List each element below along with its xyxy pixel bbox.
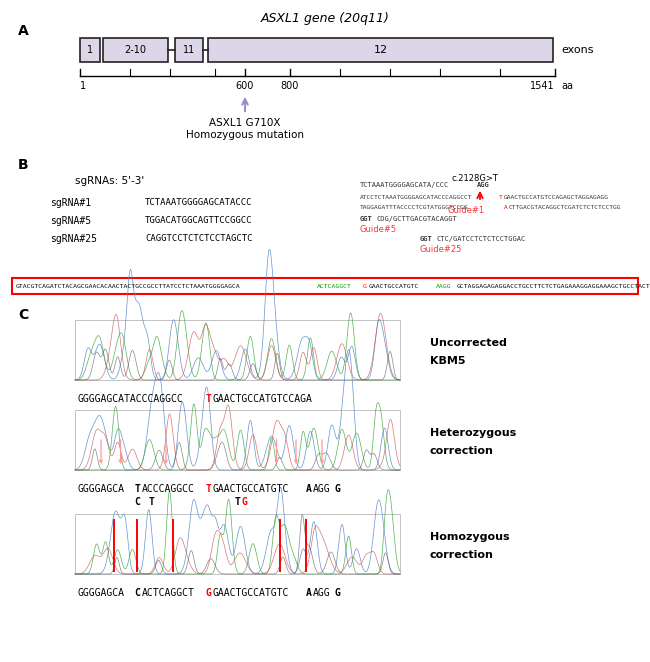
Text: 11: 11 bbox=[183, 45, 195, 55]
Text: Uncorrected: Uncorrected bbox=[430, 338, 507, 348]
Text: T: T bbox=[205, 394, 212, 404]
Text: GAACTGCCATGTC: GAACTGCCATGTC bbox=[369, 283, 419, 289]
Text: 1: 1 bbox=[80, 81, 86, 91]
Text: T: T bbox=[134, 484, 140, 494]
Text: correction: correction bbox=[430, 446, 494, 456]
Text: AGG: AGG bbox=[313, 484, 331, 494]
Text: correction: correction bbox=[430, 550, 494, 560]
Text: 2-10: 2-10 bbox=[125, 45, 146, 55]
Text: GGGGAGCATACCCAGGCC: GGGGAGCATACCCAGGCC bbox=[77, 394, 183, 404]
Text: G: G bbox=[205, 588, 211, 598]
Text: Guide#1: Guide#1 bbox=[448, 206, 485, 215]
Text: A: A bbox=[306, 588, 312, 598]
Text: 800: 800 bbox=[281, 81, 299, 91]
Text: AGG: AGG bbox=[476, 182, 489, 188]
FancyBboxPatch shape bbox=[175, 38, 203, 62]
Text: G: G bbox=[334, 484, 341, 494]
Text: T: T bbox=[499, 195, 502, 200]
Text: T: T bbox=[205, 484, 211, 494]
Text: TCTAAATGGGGAGCATA/CCC: TCTAAATGGGGAGCATA/CCC bbox=[360, 182, 449, 188]
Text: exons: exons bbox=[561, 45, 593, 55]
FancyBboxPatch shape bbox=[208, 38, 553, 62]
Text: 1: 1 bbox=[87, 45, 93, 55]
Text: T: T bbox=[234, 497, 240, 507]
Text: TAGGAGATTTACCCCTCGTATGGGTCCGG: TAGGAGATTTACCCCTCGTATGGGTCCGG bbox=[360, 205, 469, 210]
Text: G: G bbox=[363, 283, 367, 289]
Text: COG/GCTTGACGTACAGGT: COG/GCTTGACGTACAGGT bbox=[376, 216, 458, 222]
Bar bbox=[75, 514, 400, 574]
Text: A: A bbox=[18, 24, 29, 38]
Text: TGGACATGGCAGTTCCGGCC: TGGACATGGCAGTTCCGGCC bbox=[145, 216, 252, 225]
Text: Homozygous: Homozygous bbox=[430, 532, 510, 542]
Text: GCTAGGAGAGAGGACCTGCCTTCTCTGAGAAAGGAGGAAAGCTGCCTACTACAG: GCTAGGAGAGAGGACCTGCCTTCTCTGAGAAAGGAGGAAA… bbox=[456, 283, 650, 289]
Text: B: B bbox=[18, 158, 29, 172]
Bar bbox=[75, 410, 400, 470]
Text: sgRNA#1: sgRNA#1 bbox=[50, 198, 91, 208]
Text: T: T bbox=[148, 497, 155, 507]
Text: Guide#5: Guide#5 bbox=[360, 225, 397, 234]
Text: c.2128G>T: c.2128G>T bbox=[452, 174, 499, 183]
Text: GAACTGCCATGTCCAGA: GAACTGCCATGTCCAGA bbox=[213, 394, 313, 404]
Text: 1541: 1541 bbox=[530, 81, 555, 91]
Text: CTTGACGTACAGGCTCGATCTCTCTCCTGG: CTTGACGTACAGGCTCGATCTCTCTCCTGG bbox=[508, 205, 621, 210]
Text: ACTCAGGCT: ACTCAGGCT bbox=[141, 588, 194, 598]
Text: CAGGTCCTCTCTCCTAGCTC: CAGGTCCTCTCTCCTAGCTC bbox=[145, 234, 252, 243]
Text: G: G bbox=[241, 497, 247, 507]
Text: GAACTGCCATGTC: GAACTGCCATGTC bbox=[213, 484, 289, 494]
Text: GGT: GGT bbox=[360, 216, 372, 222]
Bar bbox=[75, 320, 400, 380]
Text: G: G bbox=[334, 588, 341, 598]
FancyBboxPatch shape bbox=[103, 38, 168, 62]
Text: GAACTGCCATGTCCAGAGCTAGGAGAGG: GAACTGCCATGTCCAGAGCTAGGAGAGG bbox=[504, 195, 608, 200]
Text: GAACTGCCATGTC: GAACTGCCATGTC bbox=[213, 588, 289, 598]
Text: ASXL1 gene (20q11): ASXL1 gene (20q11) bbox=[261, 12, 389, 25]
Text: 600: 600 bbox=[236, 81, 254, 91]
Text: 12: 12 bbox=[374, 45, 387, 55]
Text: KBM5: KBM5 bbox=[430, 355, 465, 366]
Text: C: C bbox=[134, 497, 140, 507]
Text: A: A bbox=[306, 484, 312, 494]
FancyBboxPatch shape bbox=[80, 38, 100, 62]
Text: AGG: AGG bbox=[313, 588, 331, 598]
Text: GGGGAGCA: GGGGAGCA bbox=[77, 484, 124, 494]
Text: aa: aa bbox=[561, 81, 573, 91]
Text: AAGG: AAGG bbox=[436, 283, 451, 289]
Text: GGGGAGCA: GGGGAGCA bbox=[77, 588, 124, 598]
Text: CTC/GATCCTCTCTCCTGGAC: CTC/GATCCTCTCTCCTGGAC bbox=[437, 236, 526, 242]
Text: A: A bbox=[504, 205, 507, 210]
Text: GGT: GGT bbox=[420, 236, 433, 242]
Text: ASXL1 G710X: ASXL1 G710X bbox=[209, 118, 281, 128]
Text: ACCCAGGCC: ACCCAGGCC bbox=[141, 484, 194, 494]
Text: ATCCTCTAAATGGGGAGCATACCCAGGCCT: ATCCTCTAAATGGGGAGCATACCCAGGCCT bbox=[360, 195, 473, 200]
Text: TCTAAATGGGGAGCATACCC: TCTAAATGGGGAGCATACCC bbox=[145, 198, 252, 207]
Text: Homozygous mutation: Homozygous mutation bbox=[186, 130, 304, 140]
Text: sgRNAs: 5'-3': sgRNAs: 5'-3' bbox=[75, 176, 144, 186]
Text: Guide#25: Guide#25 bbox=[420, 245, 462, 254]
Text: C: C bbox=[134, 588, 140, 598]
Text: C: C bbox=[18, 308, 28, 322]
Text: Heterozygous: Heterozygous bbox=[430, 428, 516, 438]
Text: sgRNA#25: sgRNA#25 bbox=[50, 234, 97, 244]
FancyBboxPatch shape bbox=[12, 278, 638, 294]
Text: ACTCAGGCT: ACTCAGGCT bbox=[317, 283, 351, 289]
Text: GTACGTCAGATCTACAGCGAACACAACTACTGCCGCCTTATCCTCTAAATGGGGAGCA: GTACGTCAGATCTACAGCGAACACAACTACTGCCGCCTTA… bbox=[16, 283, 240, 289]
Text: sgRNA#5: sgRNA#5 bbox=[50, 216, 91, 226]
